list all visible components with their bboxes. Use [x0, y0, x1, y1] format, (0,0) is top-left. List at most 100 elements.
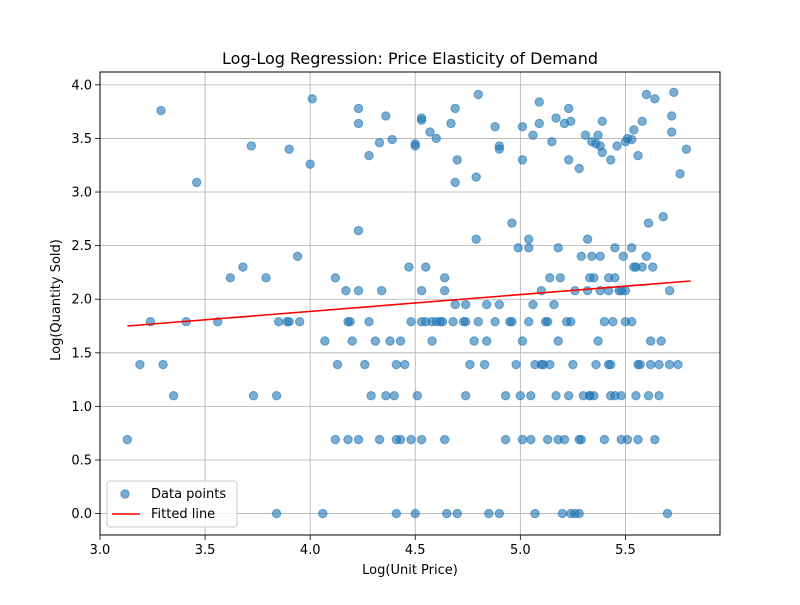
data-point [563, 390, 574, 401]
data-point [391, 359, 402, 370]
data-point [656, 336, 666, 346]
data-point [248, 390, 259, 401]
data-point [345, 317, 355, 327]
data-point [664, 285, 675, 296]
y-tick-label: 2.0 [71, 293, 92, 308]
data-point [559, 434, 570, 445]
data-point [471, 172, 481, 182]
data-point [416, 115, 427, 125]
data-point [450, 299, 460, 310]
data-point [353, 118, 364, 129]
data-point [122, 434, 133, 445]
data-point [471, 234, 481, 244]
data-point [534, 97, 544, 107]
data-point [528, 299, 538, 310]
y-tick-label: 4.0 [71, 78, 92, 93]
data-point [366, 390, 376, 401]
data-point [542, 434, 553, 445]
data-point [225, 273, 236, 283]
grid [99, 72, 720, 535]
y-tick-label: 2.5 [71, 239, 92, 254]
data-point [482, 299, 492, 310]
data-point [439, 273, 450, 283]
y-tick-label: 1.0 [71, 400, 92, 415]
data-point [576, 251, 586, 262]
data-point [555, 273, 565, 283]
data-point [631, 390, 641, 401]
data-point [511, 359, 521, 370]
data-point [271, 390, 282, 401]
data-point [589, 390, 599, 401]
y-tick-label: 3.5 [71, 132, 92, 147]
data-point [425, 127, 435, 137]
y-axis-label: Log(Quantity Sold) [49, 239, 64, 361]
data-point [582, 234, 593, 244]
data-point [341, 285, 351, 296]
data-point [391, 508, 402, 519]
data-point [292, 251, 303, 262]
data-point [437, 317, 448, 327]
data-point [320, 336, 330, 346]
data-point [421, 262, 431, 272]
data-point [654, 359, 664, 370]
data-point [645, 359, 656, 370]
data-point [469, 336, 479, 346]
legend-marker-points [120, 489, 130, 499]
data-point [490, 121, 500, 132]
data-point [374, 138, 385, 148]
data-point [608, 317, 618, 327]
data-point [284, 317, 294, 327]
data-point [385, 336, 395, 346]
data-point [568, 359, 578, 370]
data-point [627, 134, 637, 145]
data-point [448, 317, 458, 327]
data-point [168, 390, 179, 401]
legend-box [106, 480, 238, 528]
data-point [589, 273, 599, 283]
data-point [528, 130, 538, 140]
data-point [648, 262, 658, 272]
data-point [542, 317, 553, 327]
data-point [330, 434, 341, 445]
data-point [490, 317, 500, 327]
data-point [633, 150, 643, 161]
data-point [526, 390, 536, 401]
data-point [515, 390, 526, 401]
data-point [597, 147, 608, 158]
data-point [381, 390, 391, 401]
data-point [610, 273, 620, 283]
data-point [595, 251, 605, 262]
data-point [618, 251, 629, 262]
data-point [406, 434, 416, 445]
data-point [400, 359, 410, 370]
data-point [580, 130, 591, 140]
data-point [507, 218, 517, 228]
data-point [271, 508, 282, 519]
data-point [376, 285, 387, 296]
data-point [627, 243, 637, 253]
data-point [364, 317, 374, 327]
data-point [431, 133, 441, 144]
data-point [654, 390, 664, 401]
data-point [616, 390, 626, 401]
y-tick-label: 0.5 [71, 453, 92, 468]
data-point [524, 234, 534, 244]
x-tick-label: 3.5 [195, 543, 216, 558]
data-point [410, 508, 420, 519]
data-point [517, 434, 528, 445]
data-point [645, 336, 656, 346]
data-point [606, 359, 616, 370]
data-point [681, 144, 692, 154]
x-tick-label: 3.0 [90, 543, 111, 558]
plot-frame [99, 71, 721, 536]
data-point [439, 285, 450, 296]
data-point [513, 243, 523, 253]
data-point [641, 251, 652, 262]
data-point [622, 434, 633, 445]
legend-label-points: Data points [151, 487, 226, 502]
data-point [637, 262, 647, 272]
data-point [500, 390, 511, 401]
data-point [599, 317, 610, 327]
data-point [551, 113, 561, 123]
